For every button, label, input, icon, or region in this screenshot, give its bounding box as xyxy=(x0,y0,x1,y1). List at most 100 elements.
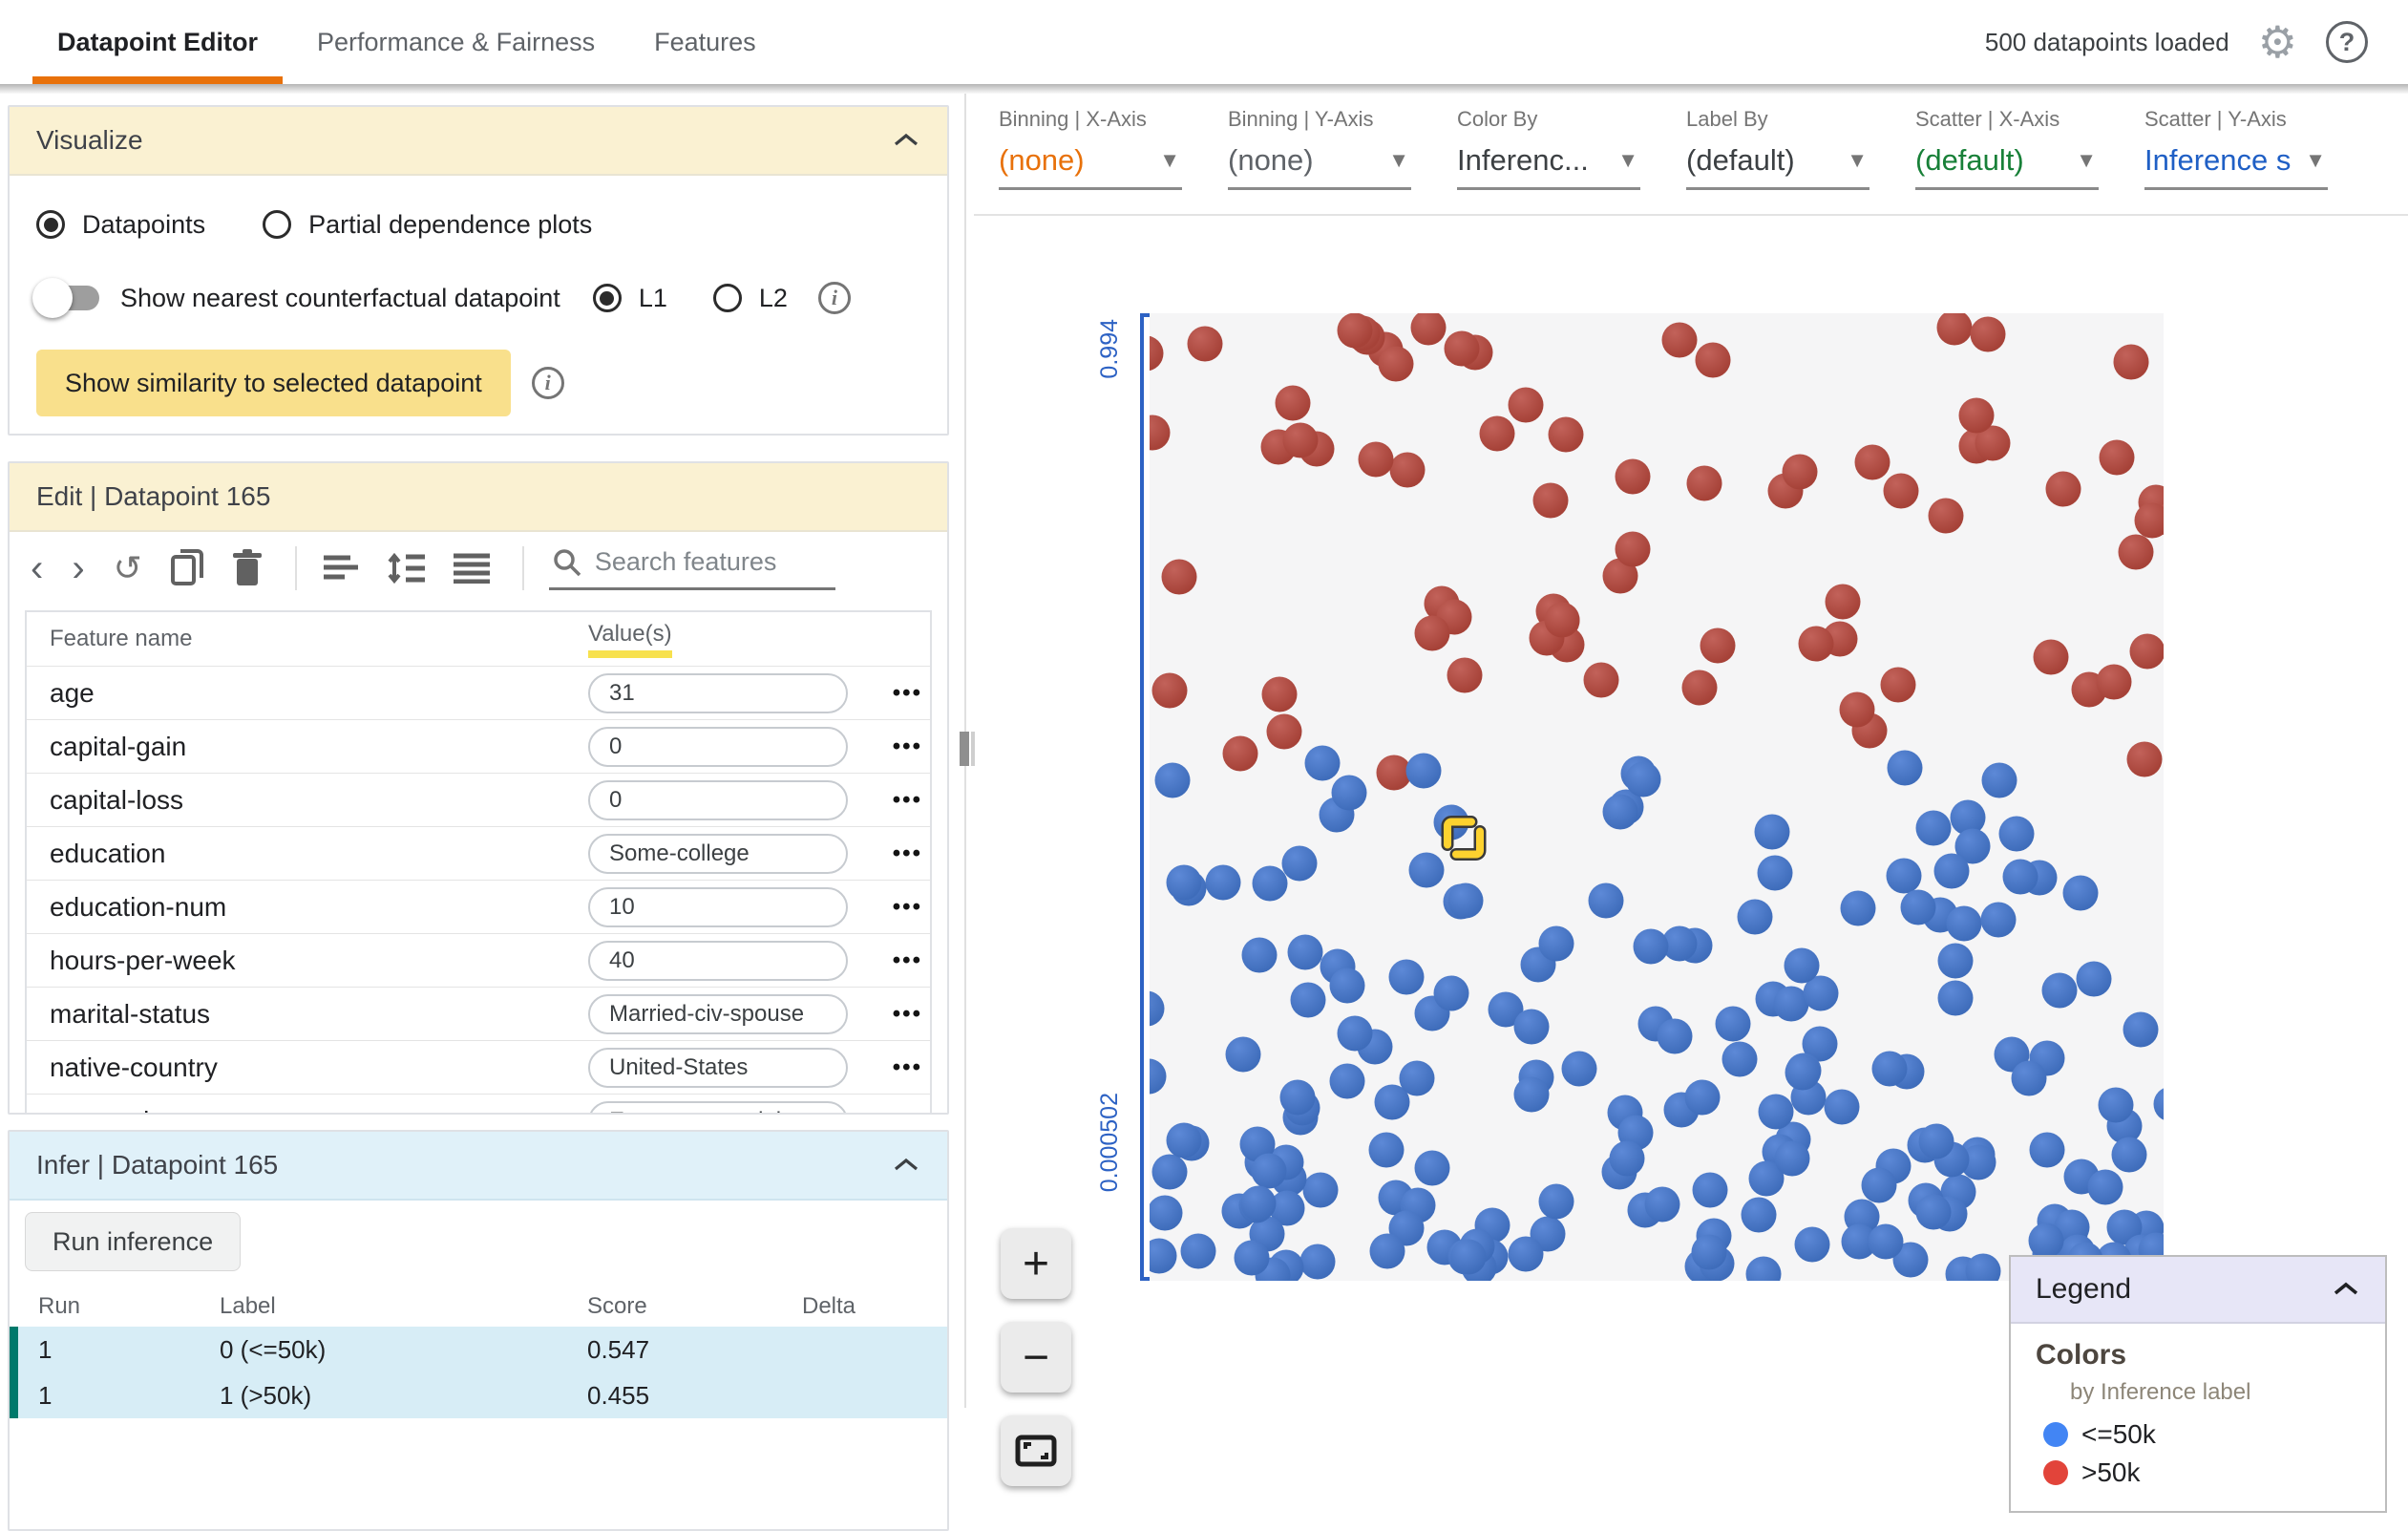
feature-menu-icon[interactable]: ••• xyxy=(893,1108,922,1114)
datapoint-dot-red[interactable] xyxy=(1883,473,1919,509)
datapoint-dot-red[interactable] xyxy=(1681,670,1718,706)
datapoint-dot-blue[interactable] xyxy=(1887,750,1923,786)
scatter-plot[interactable] xyxy=(1150,313,2164,1281)
datapoint-dot-red[interactable] xyxy=(2113,344,2149,380)
feature-menu-icon[interactable]: ••• xyxy=(892,893,922,920)
datapoint-dot-blue[interactable] xyxy=(1369,1233,1405,1269)
l1-radio[interactable] xyxy=(592,284,622,312)
datapoint-dot-red[interactable] xyxy=(2129,633,2164,670)
datapoint-dot-blue[interactable] xyxy=(2028,1223,2064,1259)
datapoint-dot-red[interactable] xyxy=(1958,397,1995,434)
datapoint-dot-blue[interactable] xyxy=(1758,1094,1794,1130)
datapoint-dot-blue[interactable] xyxy=(1886,858,1922,894)
datapoint-dot-blue[interactable] xyxy=(1287,934,1323,970)
datapoint-dot-blue[interactable] xyxy=(1151,1154,1188,1190)
search-features-input[interactable] xyxy=(592,546,822,578)
datapoint-dot-red[interactable] xyxy=(1782,454,1818,490)
feature-menu-icon[interactable]: ••• xyxy=(892,786,922,813)
datapoint-dot-red[interactable] xyxy=(1261,676,1298,712)
feature-value-input[interactable]: 0 xyxy=(588,726,848,767)
datapoint-dot-red[interactable] xyxy=(2126,741,2163,777)
datapoint-dot-blue[interactable] xyxy=(1399,1060,1435,1096)
datapoint-dot-blue[interactable] xyxy=(2087,1169,2123,1205)
datapoint-dot-red[interactable] xyxy=(1275,385,1311,421)
datapoint-dot-blue[interactable] xyxy=(2153,1086,2164,1122)
datapoint-dot-red[interactable] xyxy=(1686,465,1722,501)
datapoint-dot-blue[interactable] xyxy=(1784,947,1820,984)
datapoint-dot-blue[interactable] xyxy=(1388,959,1425,995)
dropdown-select[interactable]: (none) ▼ xyxy=(1228,132,1411,190)
datapoint-dot-blue[interactable] xyxy=(1998,816,2035,852)
zoom-out-button[interactable]: − xyxy=(1001,1322,1071,1393)
counterfactual-toggle[interactable] xyxy=(32,278,99,318)
datapoint-dot-blue[interactable] xyxy=(1304,745,1341,781)
collapse-chevron-icon[interactable] xyxy=(892,132,920,149)
partial-dependence-radio[interactable] xyxy=(263,210,292,239)
datapoint-dot-blue[interactable] xyxy=(1513,1076,1550,1113)
datapoint-dot-blue[interactable] xyxy=(1937,980,1974,1016)
tab-performance-fairness[interactable]: Performance & Fairness xyxy=(317,27,596,56)
datapoint-dot-blue[interactable] xyxy=(1240,1185,1277,1222)
datapoint-dot-blue[interactable] xyxy=(1692,1172,1728,1208)
l2-radio[interactable] xyxy=(712,284,742,312)
feature-menu-icon[interactable]: ••• xyxy=(892,733,922,759)
datapoint-dot-blue[interactable] xyxy=(1252,865,1288,902)
fit-to-screen-button[interactable] xyxy=(1001,1415,1071,1486)
datapoint-dot-red[interactable] xyxy=(1548,416,1584,453)
datapoint-dot-red[interactable] xyxy=(1444,330,1480,367)
datapoint-dot-blue[interactable] xyxy=(1299,1244,1336,1280)
datapoint-dot-blue[interactable] xyxy=(1508,1236,1544,1272)
datapoint-dot-blue[interactable] xyxy=(1785,1054,1821,1091)
datapoint-dot-blue[interactable] xyxy=(1900,889,1936,925)
duplicate-datapoint-icon[interactable] xyxy=(170,549,203,587)
datapoint-dot-blue[interactable] xyxy=(1290,982,1326,1018)
similarity-info-icon[interactable]: i xyxy=(531,367,564,399)
datapoint-dot-blue[interactable] xyxy=(1329,1063,1365,1099)
tab-features[interactable]: Features xyxy=(654,27,756,56)
feature-value-input[interactable]: Some-college xyxy=(588,833,848,874)
dropdown-select[interactable]: Inference s ▼ xyxy=(2144,132,2328,190)
datapoint-dot-blue[interactable] xyxy=(1871,1051,1908,1087)
datapoint-dot-blue[interactable] xyxy=(1225,1036,1261,1073)
feature-menu-icon[interactable]: ••• xyxy=(892,946,922,973)
datapoint-dot-red[interactable] xyxy=(2099,439,2135,476)
datapoint-dot-blue[interactable] xyxy=(1915,810,1952,846)
datapoint-dot-blue[interactable] xyxy=(1946,905,1982,942)
prev-datapoint-icon[interactable]: ‹ xyxy=(31,547,44,589)
feature-value-input[interactable]: United-States xyxy=(588,1047,848,1088)
datapoints-radio[interactable] xyxy=(36,210,65,239)
delete-datapoint-icon[interactable] xyxy=(232,549,263,587)
feature-value-input[interactable]: 10 xyxy=(588,886,848,927)
datapoint-dot-blue[interactable] xyxy=(1644,1186,1680,1223)
datapoint-dot-blue[interactable] xyxy=(1602,794,1638,830)
align-lines-icon[interactable] xyxy=(322,554,358,583)
datapoint-dot-blue[interactable] xyxy=(1933,853,1969,889)
datapoint-dot-blue[interactable] xyxy=(1166,1122,1202,1159)
datapoint-dot-red[interactable] xyxy=(1615,531,1651,567)
settings-gear-icon[interactable]: ⚙ xyxy=(2257,17,2297,67)
datapoint-dot-blue[interactable] xyxy=(1205,864,1241,901)
datapoint-dot-blue[interactable] xyxy=(2041,972,2078,1009)
splitter-grip[interactable] xyxy=(960,732,969,766)
datapoint-dot-blue[interactable] xyxy=(1150,1195,1183,1231)
feature-value-input[interactable]: Exec-managerial xyxy=(588,1100,848,1113)
datapoint-dot-red[interactable] xyxy=(1615,458,1651,495)
datapoint-dot-red[interactable] xyxy=(1447,657,1483,693)
datapoint-dot-blue[interactable] xyxy=(1609,1140,1645,1177)
datapoint-dot-blue[interactable] xyxy=(2111,1137,2147,1173)
datapoint-dot-blue[interactable] xyxy=(1757,855,1793,891)
datapoint-dot-blue[interactable] xyxy=(1861,1167,1897,1203)
datapoint-dot-blue[interactable] xyxy=(1405,753,1442,789)
datapoint-dot-red[interactable] xyxy=(1936,313,1973,346)
datapoint-dot-red[interactable] xyxy=(1825,584,1861,620)
legend-collapse-chevron-icon[interactable] xyxy=(2332,1281,2360,1298)
datapoint-dot-blue[interactable] xyxy=(1150,990,1165,1027)
datapoint-dot-blue[interactable] xyxy=(1368,1132,1405,1168)
datapoint-dot-blue[interactable] xyxy=(1251,1153,1287,1189)
datapoint-dot-blue[interactable] xyxy=(1234,1240,1270,1276)
datapoint-dot-red[interactable] xyxy=(1282,422,1319,458)
datapoint-dot-blue[interactable] xyxy=(1937,943,1974,979)
dropdown-select[interactable]: (none) ▼ xyxy=(999,132,1182,190)
datapoint-dot-red[interactable] xyxy=(2096,664,2132,700)
datapoint-dot-blue[interactable] xyxy=(1538,925,1574,962)
